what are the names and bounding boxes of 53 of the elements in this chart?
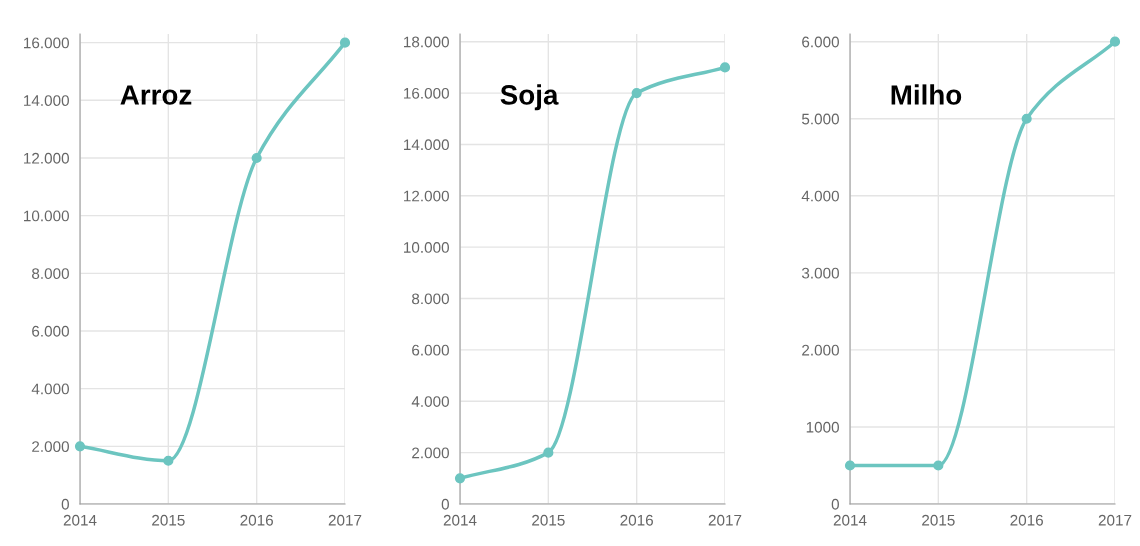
y-tick-label: 16.000: [24, 37, 69, 49]
y-tick-label: 1000: [806, 421, 839, 433]
y-tick-label: 16.000: [404, 87, 449, 99]
x-tick-label: 2016: [620, 514, 653, 526]
x-tick-label: 2017: [328, 514, 362, 526]
x-tick-label: 2014: [833, 514, 867, 526]
y-tick-label: 4.000: [801, 190, 839, 202]
y-tick-label: 10.000: [24, 210, 69, 222]
x-tick-label: 2017: [1098, 514, 1132, 526]
y-tick-label: 10.000: [404, 242, 449, 253]
y-tick-label: 2.000: [802, 344, 839, 356]
y-tick-label: 4.000: [411, 396, 449, 407]
y-tick-label: 14.000: [404, 139, 449, 151]
x-tick-label: 2017: [708, 514, 742, 526]
y-tick-label: 12.000: [404, 190, 449, 202]
x-tick-label: 2015: [922, 514, 955, 526]
point: [163, 455, 174, 466]
x-tick-label: 2014: [443, 514, 477, 526]
y-tick-label: 2.000: [32, 441, 69, 453]
x-tick-label: 2014: [63, 514, 97, 526]
y-tick-label: 18.000: [404, 36, 449, 48]
point: [543, 447, 554, 458]
y-tick-label: 5.000: [801, 113, 839, 125]
y-tick-label: 6.000: [32, 325, 69, 337]
point: [844, 460, 856, 471]
y-tick-label: 3.000: [801, 267, 839, 279]
y-tick-label: 12.000: [24, 152, 69, 164]
point: [339, 37, 351, 48]
y-tick-label: 0: [831, 498, 839, 510]
y-tick-label: 6.000: [802, 36, 839, 48]
point: [1021, 113, 1032, 124]
point: [933, 460, 944, 471]
x-tick-label: 2016: [1010, 514, 1043, 526]
text: Arroz: [120, 85, 192, 105]
y-tick-label: 8.000: [412, 293, 449, 305]
x-tick-label: 2016: [240, 514, 273, 526]
point: [251, 152, 262, 164]
point: [454, 473, 466, 484]
text: Milho: [891, 84, 962, 105]
y-tick-label: 14.000: [24, 95, 69, 107]
y-tick-label: 4.000: [31, 383, 69, 395]
y-tick-label: 6.000: [412, 344, 449, 356]
y-tick-label: 2.000: [412, 447, 449, 459]
y-tick-label: 8.000: [32, 268, 69, 280]
text: Soja: [500, 84, 559, 111]
point: [74, 441, 86, 452]
point: [719, 62, 731, 73]
x-tick-label: 2015: [532, 514, 565, 526]
y-tick-label: 0: [61, 498, 69, 510]
point: [1109, 36, 1121, 47]
x-tick-label: 2015: [152, 514, 185, 526]
y-tick-label: 0: [441, 498, 449, 510]
point: [631, 87, 642, 99]
